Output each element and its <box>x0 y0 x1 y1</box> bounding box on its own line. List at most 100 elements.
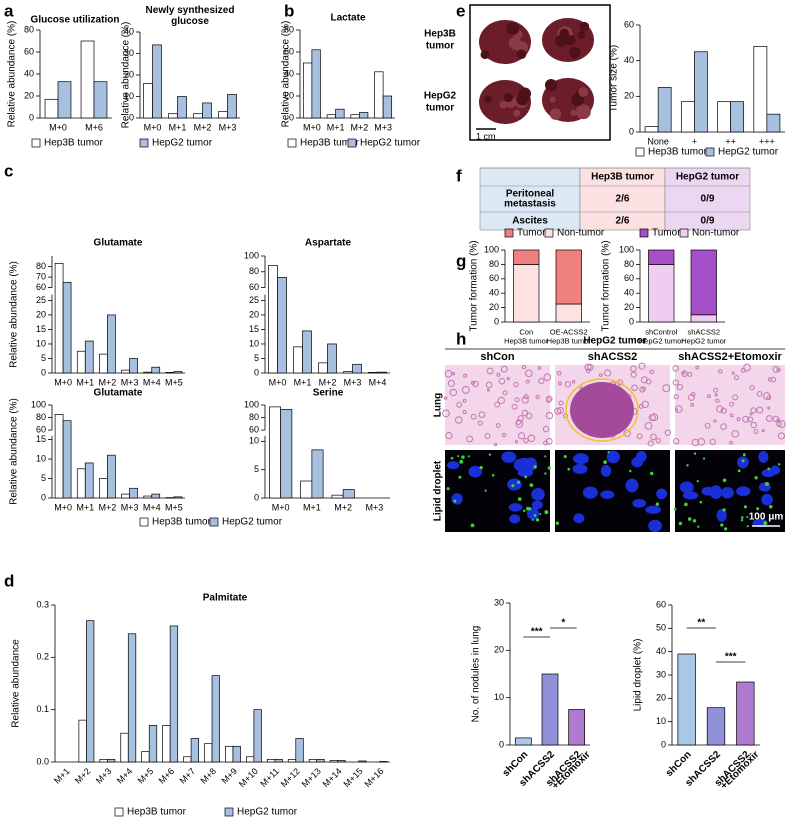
lung-texture <box>493 442 498 447</box>
lung-texture <box>521 364 527 370</box>
lipid-droplet <box>742 453 746 457</box>
lung-texture <box>756 406 764 414</box>
bar <box>377 371 387 374</box>
lipid-droplet <box>693 452 697 455</box>
nucleus <box>531 488 545 501</box>
tumor-texture <box>499 101 507 109</box>
legend-label: HepG2 tumor <box>718 147 779 158</box>
table-column <box>664 167 751 231</box>
x-tick-label: M+0 <box>272 502 290 512</box>
bar <box>680 101 695 133</box>
legend-swatch <box>544 228 554 238</box>
legend-label: Tumor <box>652 228 681 239</box>
bar <box>648 249 675 265</box>
lipid-droplet <box>544 472 547 475</box>
photo-column-label: shACSS2 <box>588 351 638 363</box>
bar <box>143 83 153 119</box>
y-tick-label: 5 <box>254 353 259 363</box>
y-tick-label: 60 <box>624 273 634 283</box>
legend-label: HepG2 tumor <box>237 807 298 818</box>
bar <box>232 745 241 763</box>
bar <box>106 759 116 763</box>
lipid-droplet <box>457 455 460 458</box>
lipid-droplet <box>567 467 571 471</box>
bar <box>84 462 94 499</box>
y-tick-label: 10 <box>494 692 504 702</box>
y-tick-label: 80 <box>249 412 259 422</box>
bar <box>107 454 116 499</box>
bar <box>513 249 540 265</box>
nucleus <box>451 493 463 505</box>
lung-texture <box>673 394 679 400</box>
panel-letter: e <box>456 1 465 20</box>
lipid-droplet <box>450 456 454 460</box>
lipid-droplet <box>754 476 758 480</box>
lung-texture <box>672 365 679 372</box>
bar <box>190 738 199 763</box>
panel-letter: g <box>456 251 466 270</box>
bar <box>302 62 313 119</box>
bar <box>280 409 293 499</box>
tumor-texture <box>555 34 568 48</box>
y-axis-label: Relative abundance (%) <box>7 21 18 128</box>
y-tick-label: 10 <box>249 436 259 446</box>
lung-texture <box>747 416 754 423</box>
y-tick-label: 0 <box>254 492 259 502</box>
lung-texture <box>630 371 637 378</box>
lipid-droplet <box>516 480 521 484</box>
lipid-droplet <box>528 507 532 511</box>
lipid-droplet <box>722 478 727 483</box>
y-tick-label: 30 <box>656 669 666 679</box>
lung-texture <box>778 420 786 428</box>
chart-title: Glucose utilization <box>31 15 120 26</box>
x-tick-label: M+5 <box>165 502 183 512</box>
lipid-droplet <box>488 453 492 456</box>
bar <box>316 759 325 763</box>
legend-label: HepG2 tumor <box>222 517 283 528</box>
lipid-droplet <box>746 525 749 528</box>
y-tick-label: 60 <box>284 46 294 56</box>
table-header: HepG2 tumor <box>676 172 739 183</box>
y-tick-label: 10 <box>656 716 666 726</box>
bar <box>690 249 717 316</box>
lung-texture <box>776 421 782 427</box>
lung-texture <box>636 433 643 440</box>
lung-texture <box>641 400 649 409</box>
chart-title: Aspartate <box>305 238 352 249</box>
y-axis-label: Relative abundance (%) <box>9 261 20 368</box>
lung-texture <box>750 421 757 429</box>
photo-row-label: tumor <box>426 41 454 52</box>
y-tick-label: 10 <box>36 453 46 463</box>
y-tick-label: 25 <box>249 295 259 305</box>
y-tick-label: 80 <box>284 24 294 34</box>
lung-texture <box>673 438 680 445</box>
bar <box>644 126 659 133</box>
tumor-texture <box>480 50 490 60</box>
lung-texture <box>697 438 706 446</box>
x-tick-label: M+1 <box>327 122 345 132</box>
x-tick-label: M+6 <box>85 122 103 132</box>
lung-texture <box>500 365 508 373</box>
lung-texture <box>537 366 542 370</box>
nucleus <box>752 518 768 528</box>
lung-texture <box>675 408 679 412</box>
lung-texture <box>514 440 519 444</box>
chart-title: Newly synthesized <box>146 5 235 16</box>
y-tick-label: 30 <box>494 597 504 607</box>
bar <box>246 756 255 763</box>
y-axis-label: Relative abundance (%) <box>121 22 132 129</box>
x-tick-label: M+1 <box>76 502 94 512</box>
lipid-droplet <box>603 460 607 464</box>
x-tick-label: M+2 <box>99 502 117 512</box>
bar <box>204 743 213 763</box>
lung-texture <box>650 433 657 441</box>
lipid-droplet <box>741 459 745 463</box>
y-tick-label: 50 <box>656 623 666 633</box>
nucleus <box>501 451 517 463</box>
y-tick-label: 20 <box>124 69 134 79</box>
lipid-droplet <box>769 504 773 509</box>
bar <box>80 40 95 119</box>
x-tick-label: M+12 <box>279 766 302 789</box>
bar <box>143 371 153 374</box>
